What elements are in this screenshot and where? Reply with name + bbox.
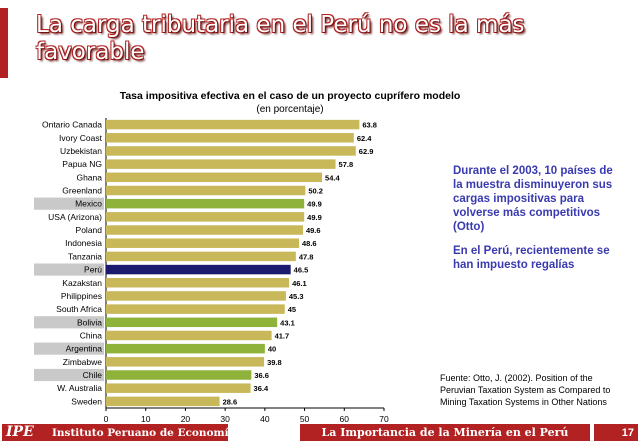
category-label: Perú: [84, 265, 102, 275]
x-tick-label: 20: [181, 414, 191, 422]
title-background: [0, 0, 638, 82]
bar: [106, 198, 305, 209]
data-label: 57.8: [339, 160, 354, 169]
data-label: 49.9: [307, 213, 322, 222]
data-label: 50.2: [308, 186, 323, 195]
category-label: Ontario Canada: [42, 120, 102, 130]
source-note: Fuente: Otto, J. (2002). Position of the…: [440, 373, 611, 407]
category-label: Argentina: [66, 344, 103, 354]
bar: [106, 119, 360, 130]
bar: [106, 383, 251, 393]
data-label: 46.1: [292, 279, 307, 288]
chart-subtitle: (en porcentaje): [256, 104, 324, 115]
category-label-highlight: [34, 342, 104, 355]
category-label: South Africa: [56, 304, 102, 314]
bar: [106, 264, 291, 275]
bar: [106, 370, 252, 380]
data-label: 62.4: [357, 134, 372, 143]
category-label: Bolivia: [77, 317, 102, 327]
bar: [106, 225, 303, 235]
category-label: China: [80, 330, 102, 340]
category-label-highlight: [34, 263, 104, 276]
data-label: 43.1: [280, 318, 295, 327]
bar: [106, 278, 290, 288]
x-tick-label: 30: [220, 414, 230, 422]
slide-title: La carga tributaria en el Perú no es la …: [36, 12, 525, 65]
category-label: Papua NG: [62, 159, 102, 169]
page-number-band: [594, 424, 638, 441]
data-label: 49.6: [306, 226, 321, 235]
bar: [106, 185, 306, 196]
category-label: Poland: [76, 225, 103, 235]
footer-title-band: [300, 424, 590, 441]
x-tick-label: 60: [340, 414, 350, 422]
side-notes: Durante el 2003, 10 países de la muestra…: [453, 164, 623, 282]
data-label: 41.7: [275, 331, 290, 340]
category-label: Tanzania: [68, 251, 102, 261]
data-label: 45: [288, 305, 296, 314]
side-note-2003: Durante el 2003, 10 países de la muestra…: [453, 165, 613, 233]
category-label-highlight: [34, 368, 104, 382]
data-label: 45.3: [289, 292, 304, 301]
x-tick-label: 40: [260, 414, 270, 422]
category-label: W. Australia: [57, 383, 102, 393]
data-label: 28.6: [223, 397, 238, 406]
bar: [106, 251, 296, 262]
chart-title: Tasa impositiva efectiva en el caso de u…: [119, 90, 461, 102]
side-note-peru: En el Perú, recientemente se han impuest…: [453, 245, 610, 271]
data-label: 36.4: [254, 384, 269, 393]
bar: [106, 172, 323, 183]
category-label: Philippines: [61, 291, 102, 301]
data-label: 46.5: [294, 266, 309, 275]
bar: [106, 238, 300, 248]
bar: [106, 330, 272, 341]
x-tick-label: 0: [104, 414, 109, 422]
page-number: 17: [621, 427, 634, 439]
bar-chart: 0 10 20 30 40 50 60 70 Ontario Canada 63.8 Ivory C…: [34, 118, 389, 422]
category-label: Sweden: [71, 396, 102, 406]
footer-org-name: Instituto Peruano de Economía: [52, 427, 236, 439]
category-label-highlight: [34, 316, 104, 329]
bar: [106, 317, 278, 328]
data-label: 48.6: [302, 239, 317, 248]
data-label: 47.8: [299, 252, 314, 261]
x-tick-label: 10: [141, 414, 151, 422]
footer-org-band: [2, 424, 228, 441]
data-label: 40: [268, 345, 276, 354]
data-label: 36.6: [254, 371, 269, 380]
category-label: Indonesia: [65, 238, 102, 248]
bar: [106, 396, 220, 407]
data-label: 62.9: [359, 147, 374, 156]
bar: [106, 212, 305, 222]
category-label: Kazakstan: [62, 278, 102, 288]
title-accent-bar: [0, 8, 8, 78]
category-label: Greenland: [62, 185, 102, 195]
category-label: USA (Arizona): [48, 212, 102, 222]
category-label: Zimbabwe: [63, 357, 102, 367]
bar: [106, 291, 286, 301]
ipe-logo: IPE: [6, 424, 34, 440]
category-label: Ivory Coast: [59, 133, 103, 143]
title-bar: La carga tributaria en el Perú no es la …: [0, 0, 638, 86]
x-tick-label: 50: [300, 414, 310, 422]
category-label: Ghana: [76, 172, 102, 182]
data-label: 54.4: [325, 173, 340, 182]
category-label: Chile: [83, 370, 103, 380]
bar: [106, 304, 285, 314]
bar: [106, 159, 336, 169]
data-label: 49.9: [307, 200, 322, 209]
bar: [106, 343, 265, 354]
category-label: Uzbekistan: [60, 146, 102, 156]
x-tick-label: 70: [379, 414, 389, 422]
data-label: 39.8: [267, 358, 282, 367]
bar: [106, 146, 356, 156]
footer-title: La Importancia de la Minería en el Perú: [321, 426, 569, 439]
bar: [106, 357, 265, 367]
data-label: 63.8: [362, 121, 377, 130]
category-label-highlight: [34, 197, 104, 210]
category-label: Mexico: [75, 199, 102, 209]
bar: [106, 133, 354, 143]
